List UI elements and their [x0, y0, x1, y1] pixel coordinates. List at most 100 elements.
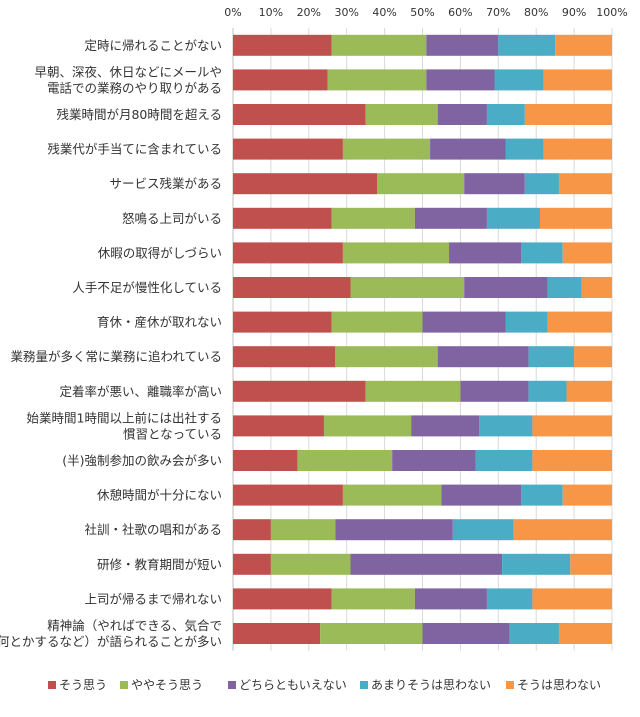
bar-segment-4	[524, 173, 559, 195]
bar-segment-5	[539, 207, 612, 229]
x-tick-label: 60%	[448, 6, 472, 19]
bar-segment-4	[509, 623, 559, 644]
bar-segment-3	[430, 138, 506, 160]
category-label: 定着率が悪い、離職率が高い	[59, 384, 222, 399]
x-axis-ticks: 0% 10% 20% 30% 40% 50% 60% 70% 80% 90% 100%	[224, 6, 627, 19]
bar-segment-4	[486, 207, 540, 229]
bar-segment-2	[350, 277, 465, 298]
bar-segment-2	[331, 207, 415, 229]
x-tick-label: 100%	[596, 6, 627, 19]
bar-segment-4	[479, 415, 533, 437]
category-labels: 定時に帰れることがない早朝、深夜、休日などにメールや電話での業務のやり取りがある…	[0, 38, 222, 649]
bar-segment-3	[437, 346, 529, 368]
category-label: 怒鳴る上司がいる	[122, 211, 222, 226]
bar-segment-4	[452, 519, 514, 541]
bar-segment-2	[331, 311, 423, 333]
category-label: 育休・産休が取れない	[97, 315, 222, 330]
bar-segment-4	[475, 450, 533, 471]
bar-segment-4	[494, 69, 544, 91]
bar-segment-5	[558, 623, 612, 644]
bar-segment-3	[422, 623, 510, 644]
category-label: 社訓・社歌の唱和がある	[84, 522, 222, 537]
bar-segment-3	[441, 484, 522, 506]
bar-segment-2	[342, 484, 442, 506]
bar-segment-1	[233, 415, 324, 437]
category-label: 慣習となっている	[123, 426, 222, 441]
category-label: 休暇の取得がしづらい	[98, 245, 222, 260]
bar-segment-5	[532, 450, 612, 471]
bar-segment-2	[270, 519, 336, 541]
bar-segment-2	[365, 380, 461, 402]
bar-segment-3	[411, 415, 480, 437]
bar-segment-1	[233, 69, 328, 91]
legend: そう思う ややそう思う どちらともいえない あまりそうは思わない そうは思わない	[48, 678, 601, 692]
x-tick-label: 50%	[410, 6, 434, 19]
category-label: 電話での業務のやり取りがある	[47, 80, 222, 95]
bar-segment-3	[460, 380, 529, 402]
grid-lines	[232, 28, 613, 651]
bar-segment-5	[547, 311, 612, 333]
category-label: 定時に帰れることがない	[84, 38, 222, 53]
bar-segment-4	[505, 138, 544, 160]
category-label: 業務量が多く常に業務に追われている	[10, 349, 222, 364]
bar-segment-3	[437, 104, 487, 125]
legend-swatch	[120, 681, 128, 689]
category-label: 早朝、深夜、休日などにメールや	[34, 64, 222, 79]
bar-segment-3	[392, 450, 476, 471]
legend-swatch	[506, 681, 514, 689]
bar-segment-4	[486, 104, 525, 125]
bar-segment-1	[233, 484, 343, 506]
bar-segment-3	[464, 173, 525, 195]
category-label: 何とかするなど）が語られることが多い	[0, 634, 222, 649]
bar-segment-3	[335, 519, 453, 541]
bar-segment-4	[521, 242, 563, 264]
bar-segment-3	[449, 242, 522, 264]
category-label: 上司が帰るまで帰れない	[84, 591, 222, 606]
bar-segment-1	[233, 242, 343, 264]
bar-segment-5	[524, 104, 612, 125]
category-label: 始業時間1時間以上前には出社する	[27, 410, 222, 425]
category-label: 精神論（やればできる、気合で	[47, 618, 222, 633]
bar-segment-5	[555, 34, 612, 56]
category-label: サービス残業がある	[109, 176, 222, 191]
bar-segment-3	[350, 553, 503, 575]
bar-segment-2	[331, 34, 427, 56]
bar-segment-4	[505, 311, 548, 333]
bar-segment-5	[562, 242, 612, 264]
legend-swatch	[360, 681, 368, 689]
legend-label: そうは思わない	[517, 678, 601, 692]
bar-segment-1	[233, 380, 366, 402]
bar-segment-2	[342, 138, 431, 160]
bar-segment-5	[581, 277, 612, 298]
x-tick-label: 80%	[524, 6, 548, 19]
category-label: 人手不足が慢性化している	[72, 280, 222, 295]
bar-segment-1	[233, 553, 271, 575]
bar-segment-5	[574, 346, 612, 368]
bar-segment-3	[422, 311, 506, 333]
bar-segment-2	[327, 69, 427, 91]
legend-swatch	[48, 681, 56, 689]
bar-segment-2	[342, 242, 450, 264]
bar-segment-5	[532, 588, 612, 610]
x-tick-label: 30%	[334, 6, 358, 19]
bar-segment-3	[414, 207, 487, 229]
bar-segment-4	[521, 484, 563, 506]
bar-segment-2	[323, 415, 412, 437]
bar-segment-3	[426, 34, 499, 56]
x-tick-label: 10%	[259, 6, 283, 19]
bar-segment-5	[562, 484, 612, 506]
bar-segment-2	[335, 346, 438, 368]
x-tick-label: 40%	[372, 6, 396, 19]
bar-segment-4	[502, 553, 571, 575]
bar-segment-1	[233, 588, 332, 610]
bar-segment-4	[528, 346, 575, 368]
bar-segment-5	[513, 519, 612, 541]
bar-segment-2	[377, 173, 465, 195]
bars	[233, 34, 612, 644]
category-label: 休憩時間が十分にない	[97, 488, 222, 503]
bar-segment-3	[464, 277, 548, 298]
category-label: (半)強制参加の飲み会が多い	[62, 453, 222, 468]
bar-segment-2	[320, 623, 423, 644]
bar-segment-1	[233, 277, 351, 298]
